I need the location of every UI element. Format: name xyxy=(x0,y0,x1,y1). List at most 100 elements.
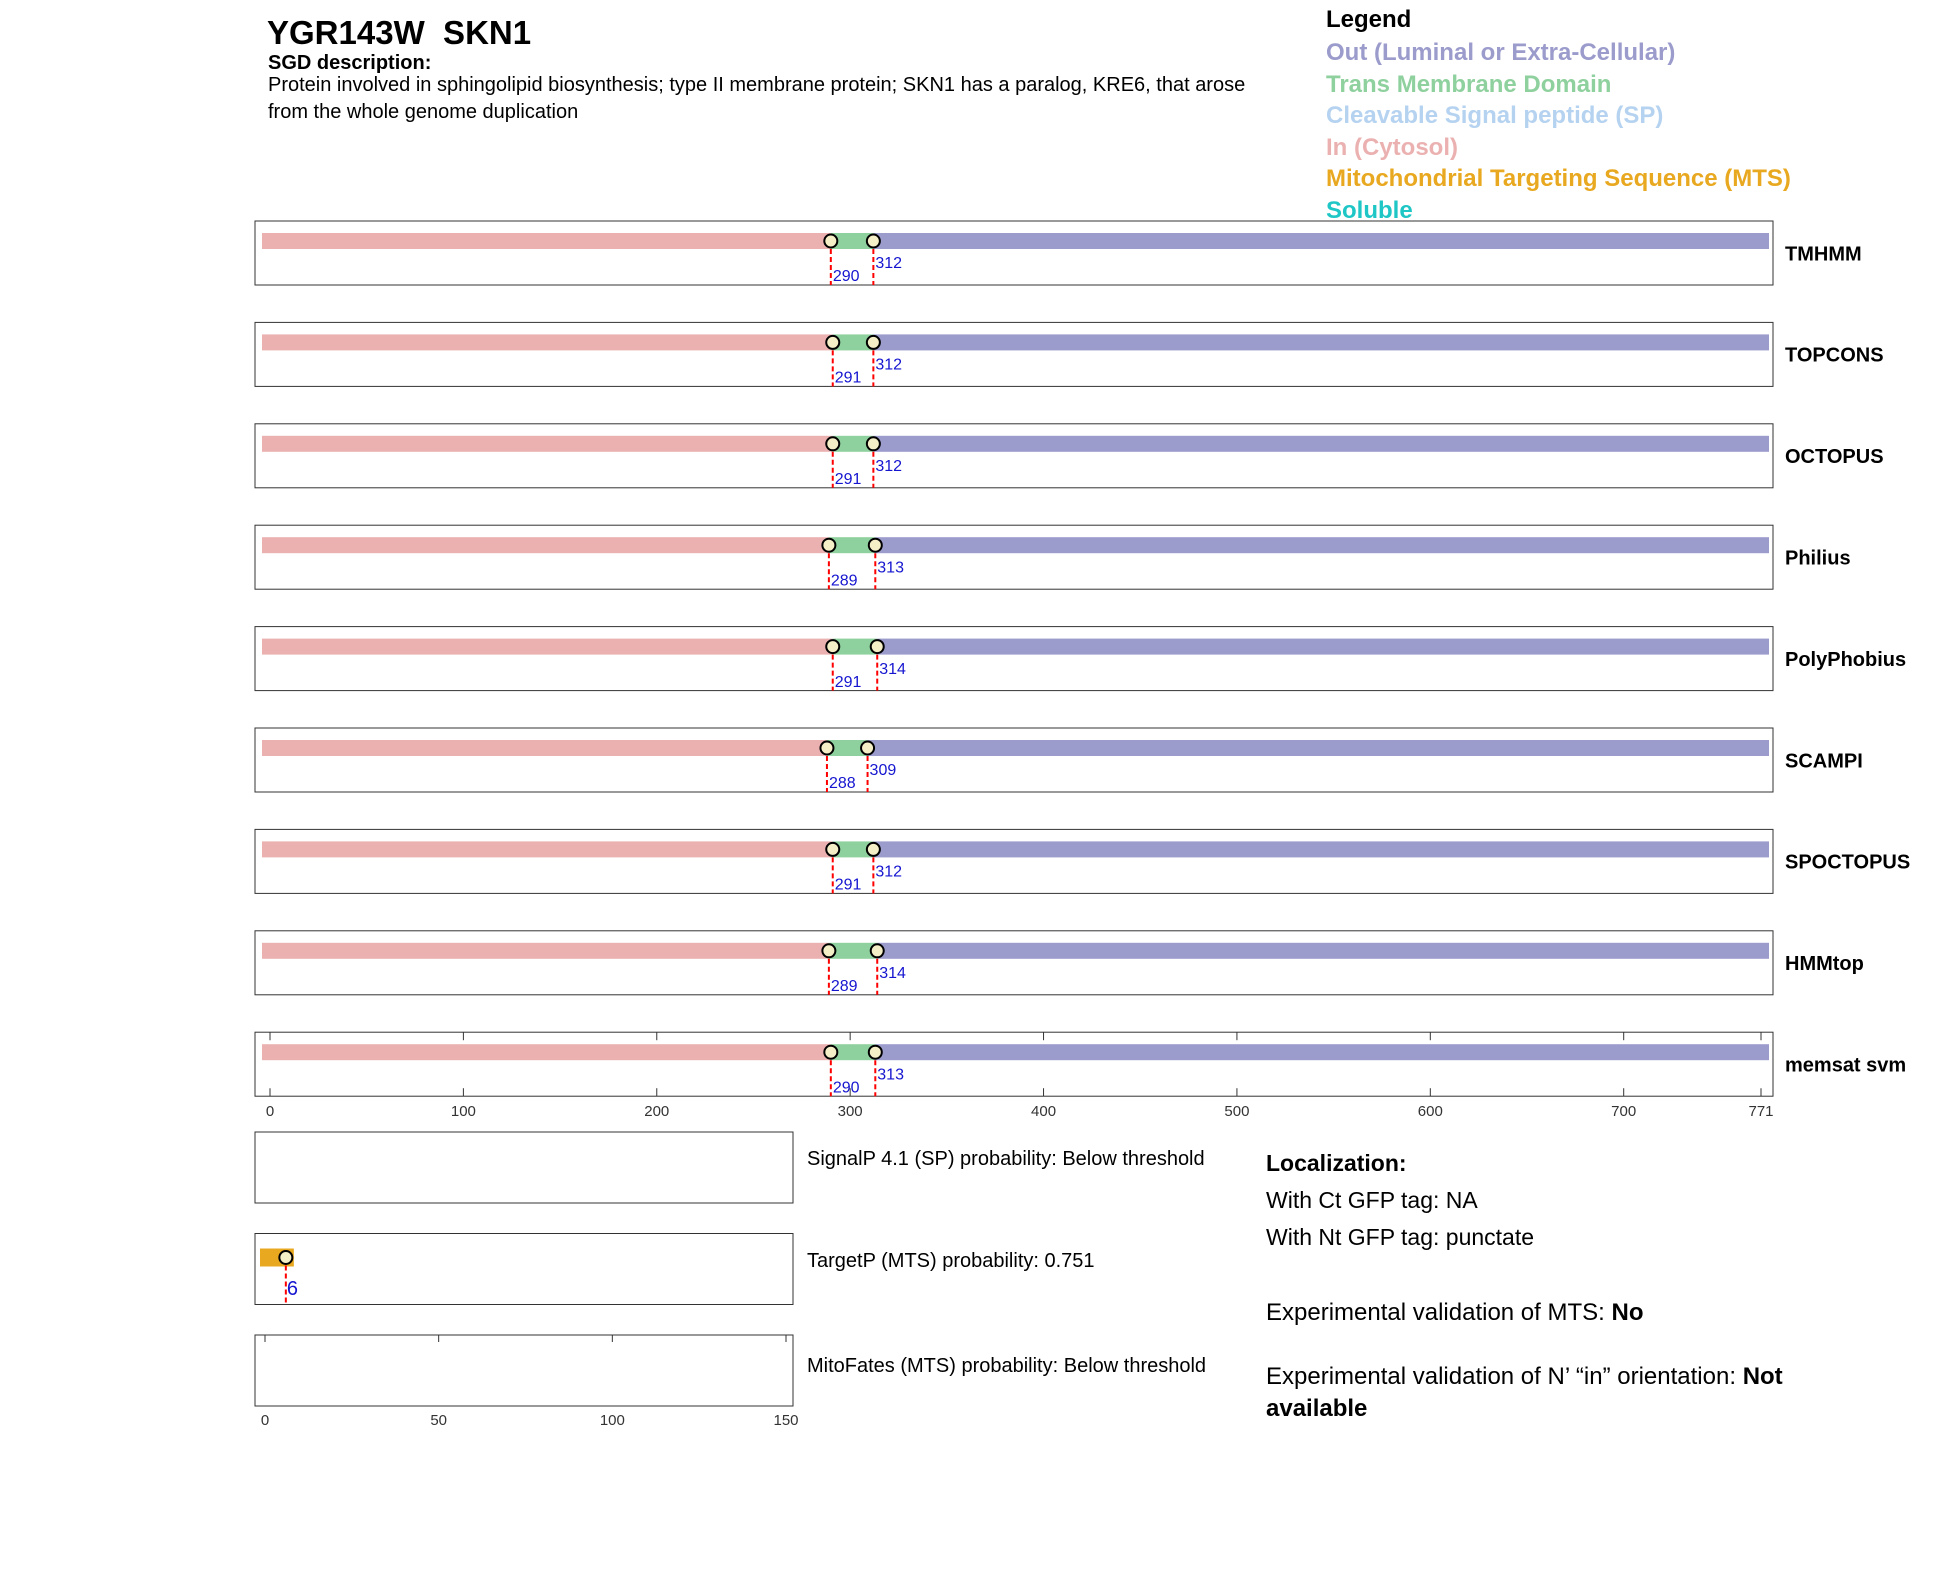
tm-segment xyxy=(828,942,878,959)
tm-segment xyxy=(832,638,878,655)
ct-gfp: With Ct GFP tag: NA xyxy=(1266,1187,1478,1213)
legend-item: Soluble xyxy=(1326,196,1413,224)
boundary-marker xyxy=(825,841,841,857)
boundary-marker xyxy=(867,537,883,553)
x-tick-label: 50 xyxy=(430,1412,447,1429)
boundary-marker xyxy=(825,436,841,452)
in-segment xyxy=(262,435,833,452)
boundary-marker xyxy=(865,334,881,350)
tm-segment xyxy=(828,537,876,554)
out-segment xyxy=(877,638,1769,655)
out-segment xyxy=(877,942,1769,959)
track-box xyxy=(254,626,1774,692)
x-tick-label: 150 xyxy=(773,1412,798,1429)
localization: Localization: With Ct GFP tag: NA With N… xyxy=(1266,1150,1826,1425)
boundary-label: 309 xyxy=(870,762,897,779)
out-segment xyxy=(873,233,1769,249)
tm-segment xyxy=(826,740,868,756)
boundary-label: 288 xyxy=(829,775,856,792)
target-box xyxy=(254,1131,794,1204)
boundary-label: 314 xyxy=(879,965,906,982)
boundary-label: 313 xyxy=(877,1066,904,1083)
method-name: OCTOPUS xyxy=(1785,446,1884,468)
legend-item: Out (Luminal or Extra-Cellular) xyxy=(1326,39,1676,66)
boundary-label: 291 xyxy=(835,674,862,691)
tm-segment xyxy=(832,841,874,858)
legend-item: Trans Membrane Domain xyxy=(1326,70,1612,98)
x-tick-label: 200 xyxy=(644,1103,669,1120)
value: Not available xyxy=(1266,1363,1783,1422)
boundary-marker xyxy=(865,436,881,452)
out-segment xyxy=(873,841,1769,858)
in-segment xyxy=(262,334,833,351)
boundary-label: 313 xyxy=(877,559,904,576)
label: Experimental validation of N’ “in” orien… xyxy=(1266,1363,1737,1390)
boundary-label: 312 xyxy=(875,458,902,475)
boundary-label: 314 xyxy=(879,661,906,678)
target-label: SignalP 4.1 (SP) probability: Below thre… xyxy=(807,1148,1205,1170)
out-segment xyxy=(875,537,1769,554)
legend: Out (Luminal or Extra-Cellular) Trans Mem… xyxy=(1326,37,1791,227)
out-segment xyxy=(875,1044,1769,1061)
legend-item: Cleavable Signal peptide (SP) xyxy=(1326,102,1664,130)
x-tick-label: 600 xyxy=(1418,1103,1443,1120)
method-name: TOPCONS xyxy=(1785,345,1884,367)
in-segment xyxy=(262,740,827,756)
method-name: TMHMM xyxy=(1785,243,1862,265)
track-box xyxy=(254,1031,1774,1097)
track-box xyxy=(254,220,1774,286)
description: Protein involved in sphingolipid biosynt… xyxy=(268,74,1246,123)
out-segment xyxy=(867,740,1769,756)
boundary-label: 290 xyxy=(833,268,860,285)
in-segment xyxy=(262,1044,831,1061)
orientation-validation: Experimental validation of N’ “in” orien… xyxy=(1266,1361,1826,1425)
title: YGR143W SKN1 xyxy=(267,14,532,51)
track-box xyxy=(254,828,1774,894)
x-tick-label: 0 xyxy=(266,1103,274,1120)
boundary-marker xyxy=(825,639,841,655)
target-label-box: TargetP (MTS) probability: 0.751 xyxy=(807,1250,1095,1272)
target-box xyxy=(254,1334,794,1407)
value: No xyxy=(1611,1299,1644,1326)
x-tick-label: 100 xyxy=(451,1103,476,1120)
boundary-marker xyxy=(825,334,841,350)
method-name: memsat svm xyxy=(1785,1054,1906,1076)
boundary-label: 312 xyxy=(875,357,902,374)
boundary-marker xyxy=(865,841,881,857)
in-segment xyxy=(262,537,829,554)
target-label-box: MitoFates (MTS) probability: Below thres… xyxy=(807,1355,1206,1377)
x-tick-label: 500 xyxy=(1224,1103,1249,1120)
track-box xyxy=(254,727,1774,793)
method-name: HMMtop xyxy=(1785,953,1864,975)
legend-item: Mitochondrial Targeting Sequence (MTS) xyxy=(1326,165,1791,193)
x-tick-label: 300 xyxy=(838,1103,863,1120)
in-segment xyxy=(262,942,829,959)
description-label: SGD description: xyxy=(268,52,432,74)
boundary-marker xyxy=(821,943,837,959)
legend-item: In (Cytosol) xyxy=(1326,133,1458,161)
in-segment xyxy=(262,841,833,858)
boundary-marker xyxy=(821,537,837,553)
in-segment xyxy=(262,233,831,249)
target-label-box: SignalP 4.1 (SP) probability: Below thre… xyxy=(807,1148,1205,1170)
out-segment xyxy=(873,334,1769,351)
boundary-marker xyxy=(819,740,835,756)
localization-title: Localization: xyxy=(1266,1150,1407,1176)
boundary-label: 290 xyxy=(833,1079,860,1096)
method-name: SPOCTOPUS xyxy=(1785,852,1910,874)
boundary-label: 312 xyxy=(875,864,902,881)
boundary-label: 289 xyxy=(831,978,858,995)
boundary-label: 291 xyxy=(835,370,862,387)
boundary-marker xyxy=(823,1044,839,1060)
method-name: Philius xyxy=(1785,547,1851,569)
tm-segment xyxy=(830,233,874,249)
label: Experimental validation of MTS: xyxy=(1266,1299,1605,1326)
boundary-label: 289 xyxy=(831,572,858,589)
x-tick-label: 700 xyxy=(1611,1103,1636,1120)
boundary-label: 291 xyxy=(835,877,862,894)
tm-segment xyxy=(832,435,874,452)
in-segment xyxy=(262,638,833,655)
boundary-label: 312 xyxy=(875,255,902,272)
